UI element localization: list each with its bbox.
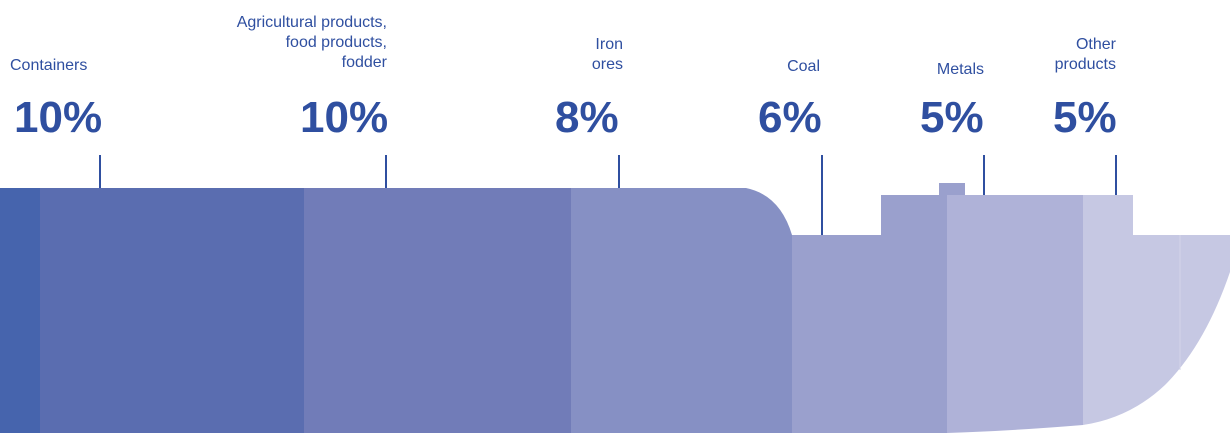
hull-segment-coal [792, 195, 947, 433]
category-label-agricultural-products: Agricultural products, food products, fo… [236, 14, 387, 71]
value-label-iron-ores: 8% [555, 93, 619, 142]
hull-segment-agricultural-products [304, 188, 571, 433]
ship-funnel [939, 183, 965, 197]
value-label-other-products: 5% [1053, 93, 1117, 142]
hull-segment-metals [947, 195, 1083, 433]
hull-segment-iron-ores [571, 188, 792, 433]
category-label-coal: Coal [787, 58, 820, 75]
value-label-agricultural-products: 10% [300, 93, 389, 142]
category-label-iron-ores: Iron ores [591, 36, 623, 73]
category-label-other-products: Other products [1054, 36, 1116, 73]
hull-segment-containers [40, 188, 304, 433]
value-label-metals: 5% [920, 93, 984, 142]
value-label-coal: 6% [758, 93, 822, 142]
hull-segment-other-products [1083, 195, 1230, 425]
hull-segment-bow-stripe [0, 188, 40, 433]
value-label-containers: 10% [14, 93, 103, 142]
category-label-metals: Metals [936, 61, 984, 78]
category-label-containers: Containers [10, 57, 88, 74]
